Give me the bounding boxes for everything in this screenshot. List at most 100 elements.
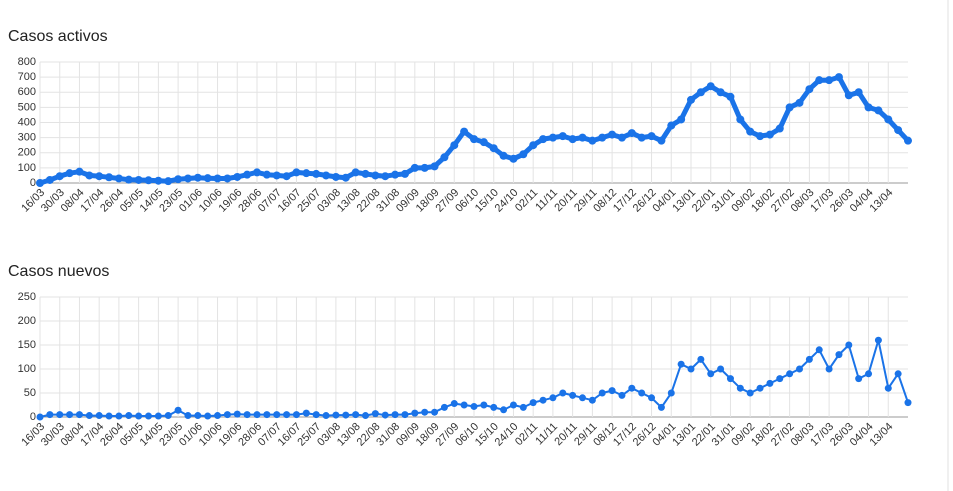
point — [884, 384, 892, 392]
y-tick-label: 400 — [18, 116, 36, 128]
point — [243, 411, 251, 419]
point — [756, 384, 764, 392]
point — [351, 168, 360, 177]
point — [490, 403, 498, 411]
point — [272, 171, 281, 180]
y-tick-label: 800 — [18, 56, 36, 68]
point — [95, 172, 104, 181]
chart-title: Casos activos — [8, 28, 108, 45]
point — [539, 135, 548, 144]
point — [509, 401, 517, 409]
point — [815, 76, 824, 85]
point — [302, 169, 311, 178]
point — [420, 163, 429, 172]
point — [845, 341, 853, 349]
point — [529, 399, 537, 407]
point — [825, 365, 833, 373]
point — [282, 172, 291, 181]
point — [292, 168, 301, 177]
point — [696, 88, 705, 97]
point — [263, 411, 271, 419]
point — [233, 172, 242, 181]
y-tick-label: 0 — [30, 177, 36, 189]
point — [193, 173, 202, 182]
point — [815, 346, 823, 354]
point — [548, 133, 557, 142]
point — [627, 129, 636, 138]
y-tick-label: 300 — [18, 132, 36, 144]
point — [411, 409, 419, 417]
point — [598, 133, 607, 142]
point — [400, 169, 409, 178]
point — [894, 370, 902, 378]
point — [430, 162, 439, 171]
point — [331, 172, 340, 181]
point — [785, 103, 794, 112]
y-tick-label: 250 — [18, 291, 36, 303]
point — [362, 412, 369, 420]
point — [617, 133, 626, 142]
x-tick-label: 02/11 — [513, 421, 540, 448]
point — [381, 172, 390, 181]
point — [657, 136, 666, 145]
point — [874, 106, 883, 115]
point — [618, 391, 626, 399]
point — [164, 412, 172, 420]
point — [717, 365, 725, 373]
point — [904, 399, 912, 407]
x-tick-label: 24/10 — [493, 421, 521, 449]
point — [194, 412, 202, 420]
point — [765, 130, 774, 139]
point — [588, 136, 597, 145]
point — [381, 411, 389, 419]
point — [253, 168, 261, 177]
point — [55, 172, 64, 181]
point — [608, 130, 617, 139]
point — [578, 133, 587, 142]
point — [707, 370, 715, 378]
point — [233, 410, 241, 418]
point — [154, 176, 163, 185]
point — [292, 411, 300, 419]
point — [795, 98, 804, 107]
point — [312, 411, 320, 419]
point — [391, 411, 399, 419]
y-tick-label: 100 — [18, 162, 36, 174]
point — [460, 127, 469, 136]
point — [204, 412, 212, 420]
point — [183, 174, 192, 183]
point — [874, 336, 882, 344]
point — [322, 412, 330, 420]
point — [697, 355, 705, 363]
point — [736, 115, 745, 124]
point — [628, 384, 636, 392]
point — [214, 412, 222, 420]
point — [579, 394, 586, 402]
point — [391, 170, 400, 179]
point — [677, 115, 686, 124]
point — [421, 408, 429, 416]
y-tick-label: 150 — [18, 339, 36, 351]
point — [85, 171, 94, 180]
point — [766, 379, 774, 387]
point — [776, 375, 784, 383]
point — [559, 389, 567, 397]
point — [322, 171, 331, 180]
point — [865, 370, 873, 378]
point — [65, 169, 74, 178]
x-tick-label: 13/04 — [867, 187, 895, 215]
point — [36, 179, 44, 187]
point — [36, 413, 44, 421]
point — [489, 144, 498, 153]
point — [509, 154, 518, 163]
point — [164, 177, 173, 186]
point — [312, 169, 321, 178]
point — [677, 360, 685, 368]
point — [45, 175, 54, 184]
point — [499, 151, 508, 160]
point — [125, 412, 133, 420]
point — [648, 394, 656, 402]
point — [184, 412, 192, 420]
